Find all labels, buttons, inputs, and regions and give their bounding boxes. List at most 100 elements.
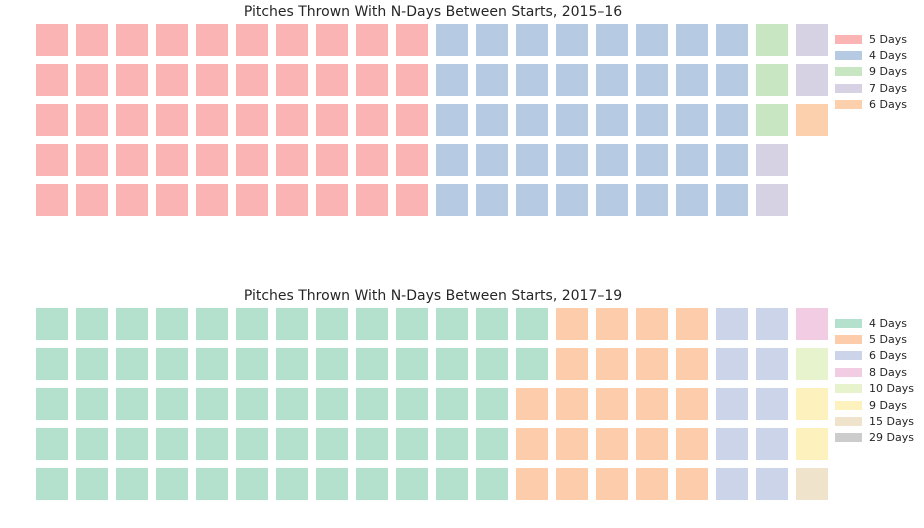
- waffle-cell: [436, 104, 468, 136]
- waffle-cell: [36, 24, 68, 56]
- waffle-cell: [396, 104, 428, 136]
- legend-item: 9 Days: [835, 64, 921, 80]
- waffle-cell: [676, 144, 708, 176]
- waffle-cell: [76, 104, 108, 136]
- legend-item: 4 Days: [835, 315, 921, 331]
- waffle-cell: [636, 64, 668, 96]
- waffle-cell: [356, 24, 388, 56]
- waffle-cell: [796, 64, 828, 96]
- waffle-grid: [36, 24, 828, 220]
- waffle-cell: [476, 24, 508, 56]
- waffle-cell: [396, 24, 428, 56]
- waffle-cell: [36, 184, 68, 216]
- waffle-cell: [636, 388, 668, 420]
- waffle-cell: [116, 104, 148, 136]
- waffle-cell: [556, 64, 588, 96]
- legend-item: 10 Days: [835, 381, 921, 397]
- legend: 4 Days 5 Days 6 Days 8 Days 10 Days 9 Days 15 …: [835, 315, 921, 446]
- waffle-cell: [236, 184, 268, 216]
- waffle-cell: [476, 64, 508, 96]
- waffle-cell: [356, 64, 388, 96]
- waffle-cell: [516, 388, 548, 420]
- legend: 5 Days 4 Days 9 Days 7 Days 6 Days: [835, 31, 921, 113]
- waffle-cell: [76, 308, 108, 340]
- waffle-cell: [636, 184, 668, 216]
- waffle-cell: [36, 144, 68, 176]
- waffle-cell: [236, 144, 268, 176]
- waffle-cell: [356, 428, 388, 460]
- waffle-cell: [196, 144, 228, 176]
- waffle-cell: [716, 468, 748, 500]
- waffle-cell: [316, 64, 348, 96]
- waffle-cell: [36, 308, 68, 340]
- waffle-cell: [356, 144, 388, 176]
- waffle-cell: [676, 184, 708, 216]
- legend-label: 4 Days: [869, 49, 907, 63]
- waffle-cell: [796, 104, 828, 136]
- waffle-cell: [676, 24, 708, 56]
- waffle-cell: [796, 468, 828, 500]
- waffle-cell: [516, 64, 548, 96]
- waffle-cell: [196, 184, 228, 216]
- waffle-cell: [196, 308, 228, 340]
- waffle-cell: [316, 104, 348, 136]
- legend-swatch: [835, 100, 862, 110]
- legend-label: 6 Days: [869, 349, 907, 363]
- waffle-cell: [756, 428, 788, 460]
- waffle-cell: [756, 348, 788, 380]
- waffle-cell: [276, 348, 308, 380]
- waffle-cell: [356, 388, 388, 420]
- waffle-cell: [796, 428, 828, 460]
- waffle-cell: [276, 24, 308, 56]
- waffle-cell: [716, 184, 748, 216]
- waffle-cell: [596, 104, 628, 136]
- waffle-cell: [676, 104, 708, 136]
- legend-item: 7 Days: [835, 80, 921, 96]
- waffle-cell: [196, 348, 228, 380]
- waffle-cell: [556, 104, 588, 136]
- waffle-cell: [756, 468, 788, 500]
- legend-swatch: [835, 351, 862, 361]
- waffle-cell: [436, 64, 468, 96]
- waffle-cell: [396, 428, 428, 460]
- waffle-cell: [676, 308, 708, 340]
- waffle-cell: [756, 144, 788, 176]
- waffle-cell: [36, 64, 68, 96]
- waffle-cell: [716, 144, 748, 176]
- waffle-cell: [556, 468, 588, 500]
- waffle-cell: [276, 184, 308, 216]
- waffle-cell: [396, 144, 428, 176]
- legend-swatch: [835, 51, 862, 61]
- waffle-cell: [116, 144, 148, 176]
- waffle-cell: [276, 64, 308, 96]
- legend-swatch: [835, 367, 862, 377]
- waffle-cell: [636, 308, 668, 340]
- waffle-cell: [156, 144, 188, 176]
- waffle-cell: [676, 64, 708, 96]
- waffle-cell: [196, 104, 228, 136]
- waffle-cell: [476, 104, 508, 136]
- waffle-cell: [596, 144, 628, 176]
- waffle-cell: [396, 64, 428, 96]
- waffle-cell: [436, 144, 468, 176]
- legend-label: 5 Days: [869, 32, 907, 46]
- waffle-cell: [596, 184, 628, 216]
- waffle-cell: [436, 428, 468, 460]
- legend-swatch: [835, 400, 862, 410]
- waffle-cell: [76, 348, 108, 380]
- waffle-cell: [396, 348, 428, 380]
- waffle-cell: [636, 144, 668, 176]
- legend-item: 4 Days: [835, 47, 921, 63]
- legend-label: 9 Days: [869, 65, 907, 79]
- waffle-cell: [356, 468, 388, 500]
- waffle-cell: [676, 348, 708, 380]
- waffle-cell: [516, 144, 548, 176]
- waffle-cell: [316, 308, 348, 340]
- waffle-cell: [156, 24, 188, 56]
- waffle-cell: [436, 308, 468, 340]
- waffle-cell: [476, 388, 508, 420]
- legend-swatch: [835, 384, 862, 394]
- waffle-cell: [76, 428, 108, 460]
- legend-swatch: [835, 318, 862, 328]
